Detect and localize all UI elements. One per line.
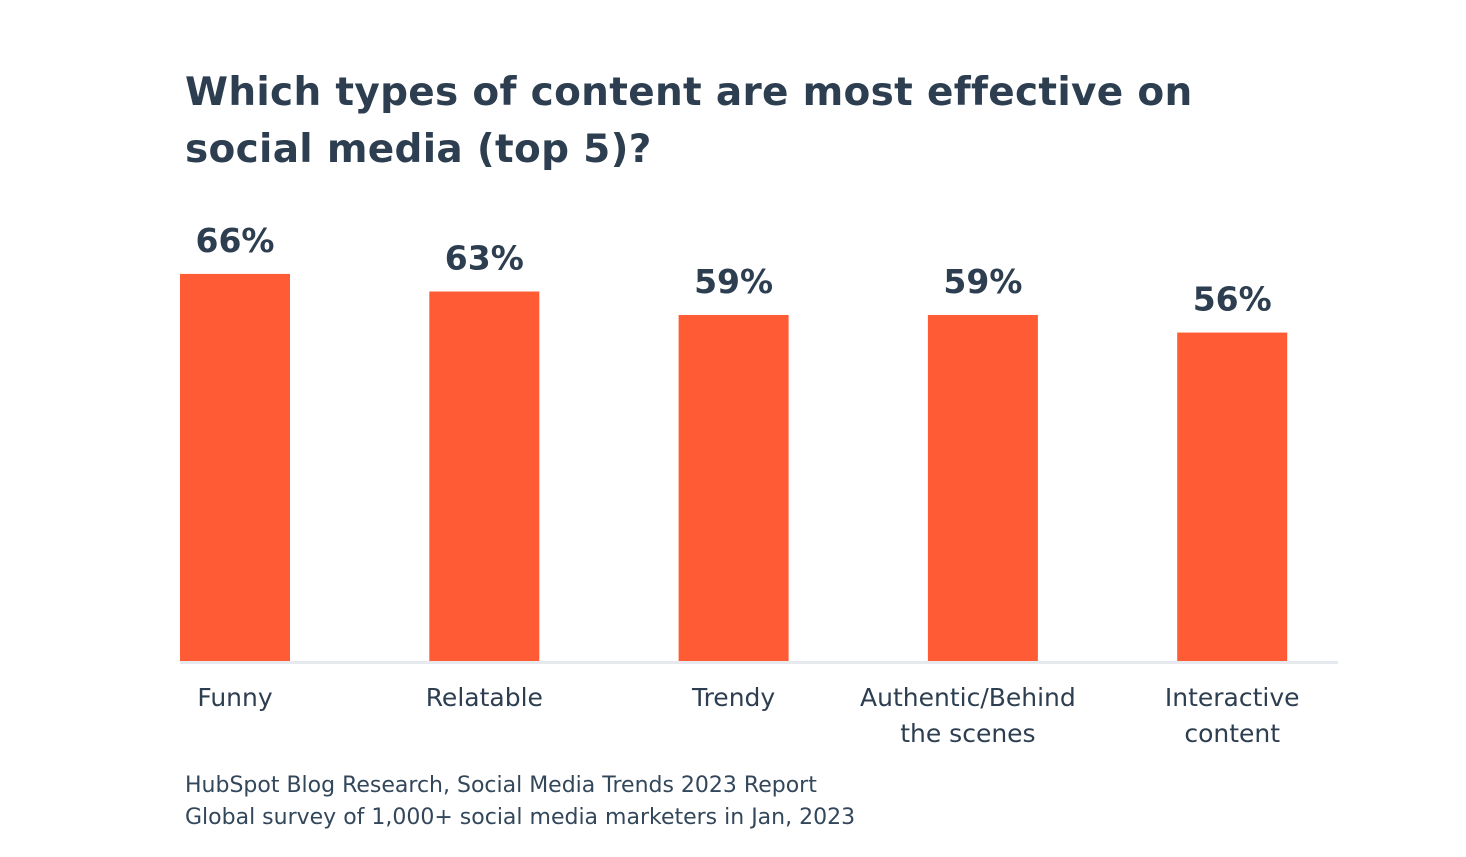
category-label-line: Interactive	[1165, 683, 1300, 712]
category-label-3: Authentic/Behind the scenes	[860, 683, 1076, 748]
source-line-1: HubSpot Blog Research, Social Media Tren…	[185, 773, 817, 798]
data-label-0: 66%	[196, 221, 275, 260]
category-label-4: Interactive content	[1165, 683, 1300, 748]
category-label-line: Funny	[197, 683, 273, 712]
data-label-4: 56%	[1193, 280, 1272, 319]
category-label-2: Trendy	[691, 683, 775, 712]
source-line-2: Global survey of 1,000+ social media mar…	[185, 805, 856, 830]
bar-2	[678, 314, 789, 661]
data-label-3: 59%	[943, 262, 1022, 301]
category-label-line: Relatable	[426, 683, 543, 712]
bar-0	[180, 273, 290, 661]
bar-1	[429, 291, 540, 661]
source-note: HubSpot Blog Research, Social Media Tren…	[185, 770, 855, 834]
category-label-line: Authentic/Behind	[860, 683, 1076, 712]
category-label-line: content	[1184, 719, 1280, 748]
category-label-line: Trendy	[691, 683, 775, 712]
data-label-2: 59%	[694, 262, 773, 301]
category-label-0: Funny	[197, 683, 273, 712]
data-label-1: 63%	[445, 239, 524, 278]
bar-4	[1177, 332, 1288, 661]
chart-title: Which types of content are most effectiv…	[185, 70, 1193, 172]
bar-3	[927, 314, 1038, 661]
category-label-line: the scenes	[900, 719, 1035, 748]
category-label-1: Relatable	[426, 683, 543, 712]
